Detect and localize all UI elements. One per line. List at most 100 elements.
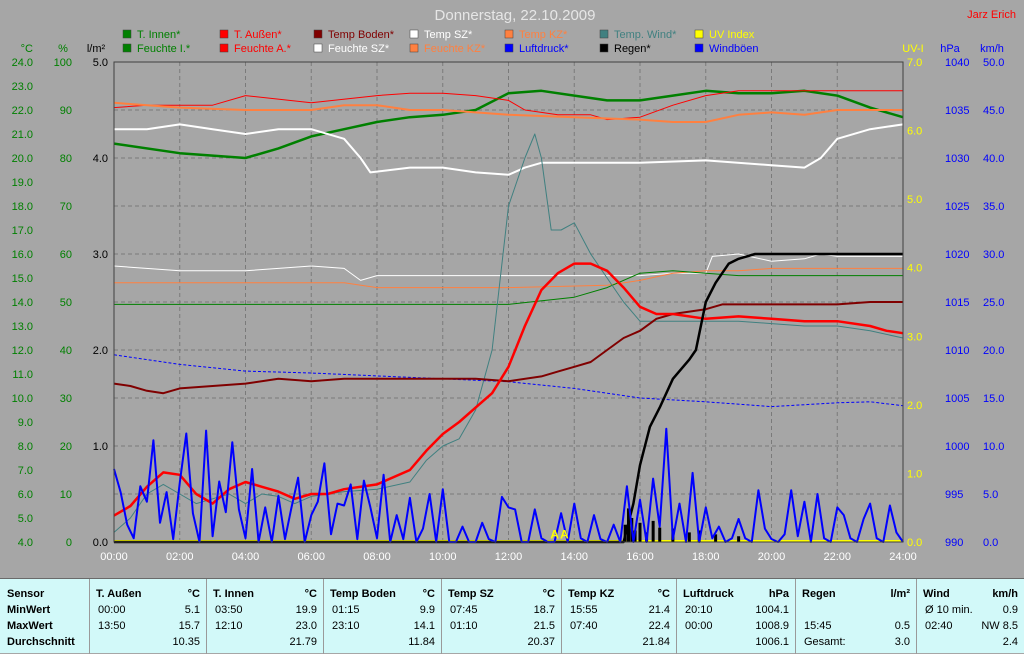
stats-time: 23:10 — [332, 620, 360, 632]
stats-value: 10.35 — [172, 636, 200, 648]
stats-unit: °C — [542, 588, 555, 600]
rain-bar — [651, 520, 655, 542]
tick-label-humidity: 0 — [66, 537, 72, 549]
axes: 24.0 23.0 22.0 21.0 20.0 19.0 18.0 17.0 16.0 15.0… — [12, 57, 1005, 563]
statistics-table: Sensor MinWert MaxWert Durchschnitt T. Außen… — [0, 578, 1024, 654]
stats-value: 20.37 — [527, 636, 555, 648]
legend-label: Windböen — [709, 43, 759, 55]
x-tick-label: 20:00 — [758, 551, 786, 563]
tick-label-temp: 21.0 — [12, 129, 33, 141]
tick-label-humidity: 30 — [60, 393, 72, 405]
stats-value: 1008.9 — [755, 620, 789, 632]
tick-label-uv: 7.0 — [907, 57, 922, 69]
tick-label-temp: 24.0 — [12, 57, 33, 69]
stats-time: Gesamt: — [804, 636, 846, 648]
stats-time: 00:00 — [98, 604, 126, 616]
tick-label-wind: 35.0 — [983, 201, 1004, 213]
uv-mark: A — [550, 528, 559, 542]
tick-label-wind: 15.0 — [983, 393, 1004, 405]
stats-value: 21.79 — [289, 636, 317, 648]
tick-label-pressure: 1025 — [945, 201, 969, 213]
tick-label-pressure: 1015 — [945, 297, 969, 309]
tick-label-pressure: 990 — [945, 537, 963, 549]
tick-label-humidity: 100 — [54, 57, 72, 69]
stats-header: Regen — [802, 588, 836, 600]
chart-title: Donnerstag, 22.10.2009 — [435, 7, 596, 24]
tick-label-wind: 0.0 — [983, 537, 998, 549]
stats-unit: °C — [304, 588, 317, 600]
tick-label-pressure: 1005 — [945, 393, 969, 405]
x-tick-label: 04:00 — [232, 551, 260, 563]
series-line — [114, 267, 903, 289]
weather-chart: Donnerstag, 22.10.2009 Jarz Erich T. Inn… — [12, 7, 1016, 563]
stats-value: 18.7 — [533, 604, 555, 616]
tick-label-humidity: 20 — [60, 441, 72, 453]
legend-label: T. Außen* — [234, 29, 282, 41]
stats-unit: °C — [187, 588, 200, 600]
legend-swatch — [504, 43, 514, 53]
stats-time: 20:10 — [685, 604, 713, 616]
stats-time: 03:50 — [215, 604, 243, 616]
legend-swatch — [219, 29, 229, 39]
tick-label-pressure: 1030 — [945, 153, 969, 165]
tick-label-humidity: 80 — [60, 153, 72, 165]
legend-label: Temp KZ* — [519, 29, 568, 41]
tick-label-wind: 5.0 — [983, 489, 998, 501]
tick-label-temp: 10.0 — [12, 393, 33, 405]
tick-label-temp: 15.0 — [12, 273, 33, 285]
series-line — [114, 252, 903, 544]
stats-column-sz: Temp SZ °C 07:45 01:10 18.7 21.5 20.37 — [442, 579, 562, 654]
tick-label-pressure: 1035 — [945, 105, 969, 117]
series-line — [113, 90, 903, 121]
stats-time: 07:45 — [450, 604, 478, 616]
legend-swatch — [409, 29, 419, 39]
tick-label-temp: 23.0 — [12, 81, 33, 93]
series-line — [114, 123, 904, 176]
stats-value: 15.7 — [178, 620, 200, 632]
legend-label: Regen* — [614, 43, 651, 55]
legend-label: Feuchte A.* — [234, 43, 292, 55]
legend-label: T. Innen* — [137, 29, 181, 41]
stats-value: 2.4 — [1002, 636, 1018, 648]
tick-label-pressure: 1000 — [945, 441, 969, 453]
x-tick-label: 10:00 — [429, 551, 457, 563]
x-tick-label: 22:00 — [823, 551, 851, 563]
tick-label-temp: 18.0 — [12, 201, 33, 213]
x-tick-label: 02:00 — [166, 551, 194, 563]
legend-label: Feuchte I.* — [137, 43, 191, 55]
series-line — [113, 253, 903, 281]
x-tick-label: 14:00 — [560, 551, 588, 563]
rain-bar — [687, 532, 691, 542]
tick-label-temp: 8.0 — [18, 441, 33, 453]
stats-unit: °C — [422, 588, 435, 600]
axis-unit-uv: UV-I — [902, 43, 923, 55]
author-label: Jarz Erich — [967, 9, 1016, 21]
tick-label-uv: 3.0 — [907, 331, 922, 343]
tick-label-temp: 6.0 — [18, 489, 33, 501]
rain-bar — [638, 522, 642, 542]
stats-header: Temp SZ — [448, 588, 494, 600]
stats-column-kz: Temp KZ °C 15:55 07:40 21.4 22.4 21.84 — [562, 579, 677, 654]
legend-label: Temp Boden* — [328, 29, 395, 41]
series-line — [113, 301, 903, 395]
stats-value: 14.1 — [413, 620, 435, 632]
tick-label-rain: 0.0 — [93, 537, 108, 549]
rain-bar — [658, 527, 662, 542]
legend-label: Luftdruck* — [519, 43, 569, 55]
legend-swatch — [694, 43, 704, 53]
legend-swatch — [313, 43, 323, 53]
tick-label-wind: 10.0 — [983, 441, 1004, 453]
tick-label-humidity: 10 — [60, 489, 72, 501]
stats-header: Luftdruck — [683, 588, 734, 600]
tick-label-pressure: 995 — [945, 489, 963, 501]
axis-unit-temp: °C — [21, 43, 33, 55]
tick-label-temp: 12.0 — [12, 345, 33, 357]
legend-label: Temp SZ* — [424, 29, 473, 41]
legend-label: UV Index — [709, 29, 755, 41]
stats-value: NW 8.5 — [981, 620, 1018, 632]
tick-label-rain: 1.0 — [93, 441, 108, 453]
legend-label: Temp. Wind* — [614, 29, 677, 41]
tick-label-uv: 6.0 — [907, 126, 922, 138]
tick-label-temp: 17.0 — [12, 225, 33, 237]
